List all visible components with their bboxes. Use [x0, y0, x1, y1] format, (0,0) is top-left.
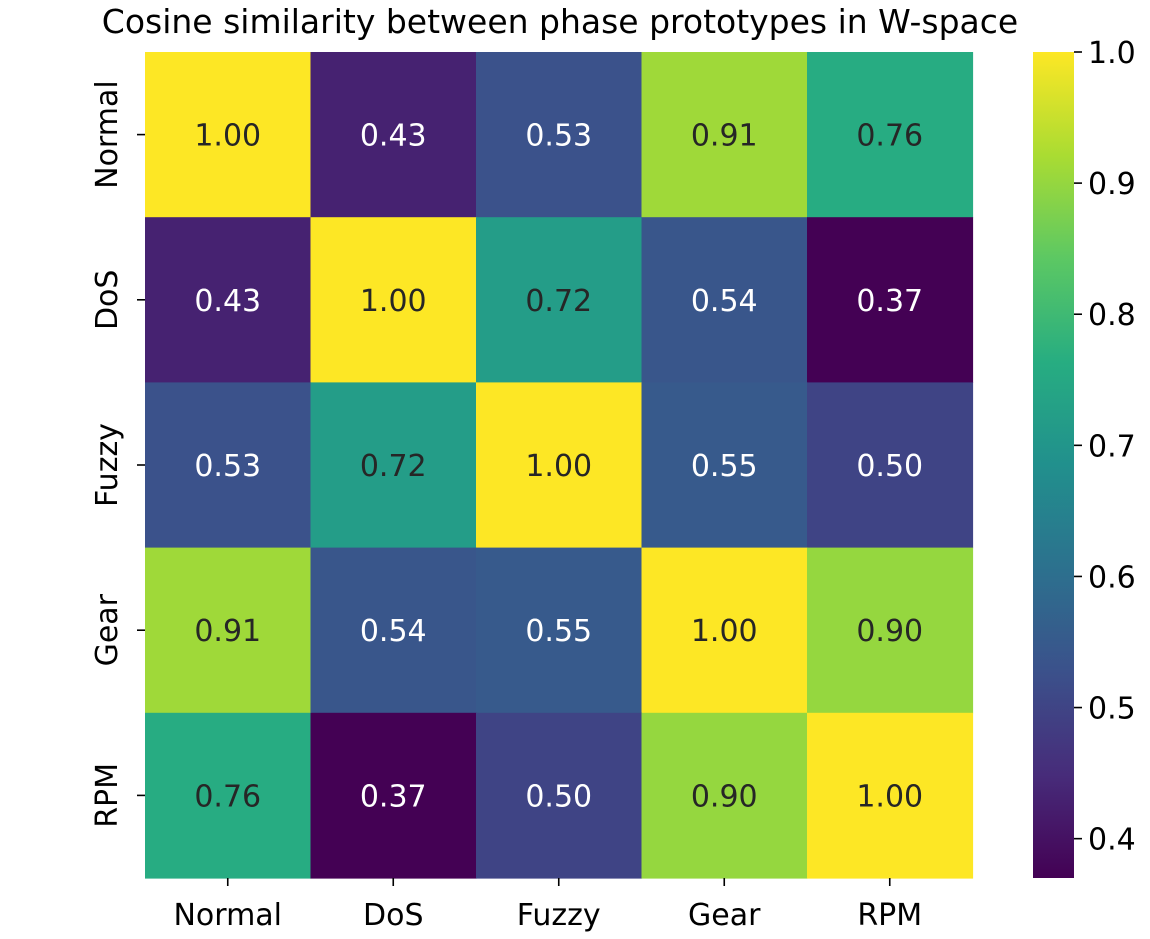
y-tick-label: Fuzzy: [90, 423, 125, 507]
cell-value-label: 0.37: [856, 284, 923, 319]
heatmap-cell: [807, 217, 974, 383]
heatmap-cell: [476, 712, 643, 879]
heatmap-cell: [476, 52, 643, 218]
heatmap-cell: [807, 712, 974, 879]
colorbar: 0.4 0.5 0.6 0.7 0.8 0.9 1.0: [1033, 36, 1136, 878]
x-tick-label: RPM: [857, 898, 922, 933]
colorbar-tick-label: 0.9: [1088, 167, 1136, 202]
cell-value-label: 0.55: [525, 614, 592, 649]
cell-value-label: 1.00: [856, 779, 923, 814]
heatmap-cell: [145, 217, 312, 383]
cell-value-label: 1.00: [691, 614, 758, 649]
heatmap-cell: [641, 712, 808, 879]
chart-title: Cosine similarity between phase prototyp…: [102, 2, 1018, 41]
x-tick-label: DoS: [363, 898, 424, 933]
heatmap-cell: [310, 547, 477, 714]
cell-value-label: 0.43: [360, 119, 427, 154]
cell-value-label: 0.72: [360, 449, 427, 484]
cell-value-label: 0.76: [194, 779, 261, 814]
cell-value-label: 0.43: [194, 284, 261, 319]
colorbar-tick-label: 0.7: [1088, 429, 1136, 464]
heatmap-cell: [641, 547, 808, 714]
heatmap-cell: [476, 547, 643, 714]
cell-value-label: 1.00: [360, 284, 427, 319]
heatmap-cell: [310, 217, 477, 383]
x-tick-label: Gear: [688, 898, 761, 933]
x-axis: Normal DoS Fuzzy Gear RPM: [173, 878, 922, 933]
colorbar-tick-label: 0.6: [1088, 560, 1136, 595]
heatmap-cell: [145, 382, 312, 549]
heatmap-cell: [807, 382, 974, 549]
cell-value-label: 0.50: [525, 779, 592, 814]
y-tick-label: RPM: [90, 763, 125, 828]
cell-value-label: 0.54: [691, 284, 758, 319]
cell-value-label: 0.90: [691, 779, 758, 814]
heatmap-cell: [807, 547, 974, 714]
y-tick-label: DoS: [90, 270, 125, 331]
cell-value-label: 1.00: [194, 119, 261, 154]
heatmap-cells: 1.00 0.43 0.53 0.91 0.76 0.43 1.00 0.72 0.54 0.37…: [145, 52, 974, 879]
colorbar-tick-label: 0.5: [1088, 692, 1136, 727]
heatmap-cell: [476, 217, 643, 383]
heatmap-cell: [476, 382, 643, 549]
heatmap-cell: [641, 52, 808, 218]
colorbar-ticks: 0.4 0.5 0.6 0.7 0.8 0.9 1.0: [1074, 36, 1136, 858]
colorbar-tick-label: 0.8: [1088, 298, 1136, 333]
x-tick-label: Normal: [173, 898, 282, 933]
cell-value-label: 0.91: [194, 614, 261, 649]
cell-value-label: 0.37: [360, 779, 427, 814]
y-axis: Normal DoS Fuzzy Gear RPM: [90, 80, 145, 828]
cell-value-label: 0.76: [856, 119, 923, 154]
cell-value-label: 0.91: [691, 119, 758, 154]
heatmap-cell: [641, 382, 808, 549]
heatmap-cell: [310, 382, 477, 549]
cell-value-label: 0.54: [360, 614, 427, 649]
heatmap-cell: [145, 52, 312, 218]
colorbar-tick-label: 1.0: [1088, 36, 1136, 71]
heatmap-cell: [310, 52, 477, 218]
heatmap-cell: [145, 547, 312, 714]
colorbar-gradient: [1033, 52, 1074, 878]
heatmap-cell: [807, 52, 974, 218]
cell-value-label: 1.00: [525, 449, 592, 484]
x-tick-label: Fuzzy: [517, 898, 601, 933]
cell-value-label: 0.55: [691, 449, 758, 484]
cell-value-label: 0.72: [525, 284, 592, 319]
heatmap-cell: [145, 712, 312, 879]
cell-value-label: 0.53: [525, 119, 592, 154]
colorbar-tick-label: 0.4: [1088, 823, 1136, 858]
y-tick-label: Normal: [90, 80, 125, 189]
heatmap-cell: [641, 217, 808, 383]
y-tick-label: Gear: [90, 593, 125, 666]
heatmap-cell: [310, 712, 477, 879]
cell-value-label: 0.90: [856, 614, 923, 649]
cell-value-label: 0.50: [856, 449, 923, 484]
cell-value-label: 0.53: [194, 449, 261, 484]
